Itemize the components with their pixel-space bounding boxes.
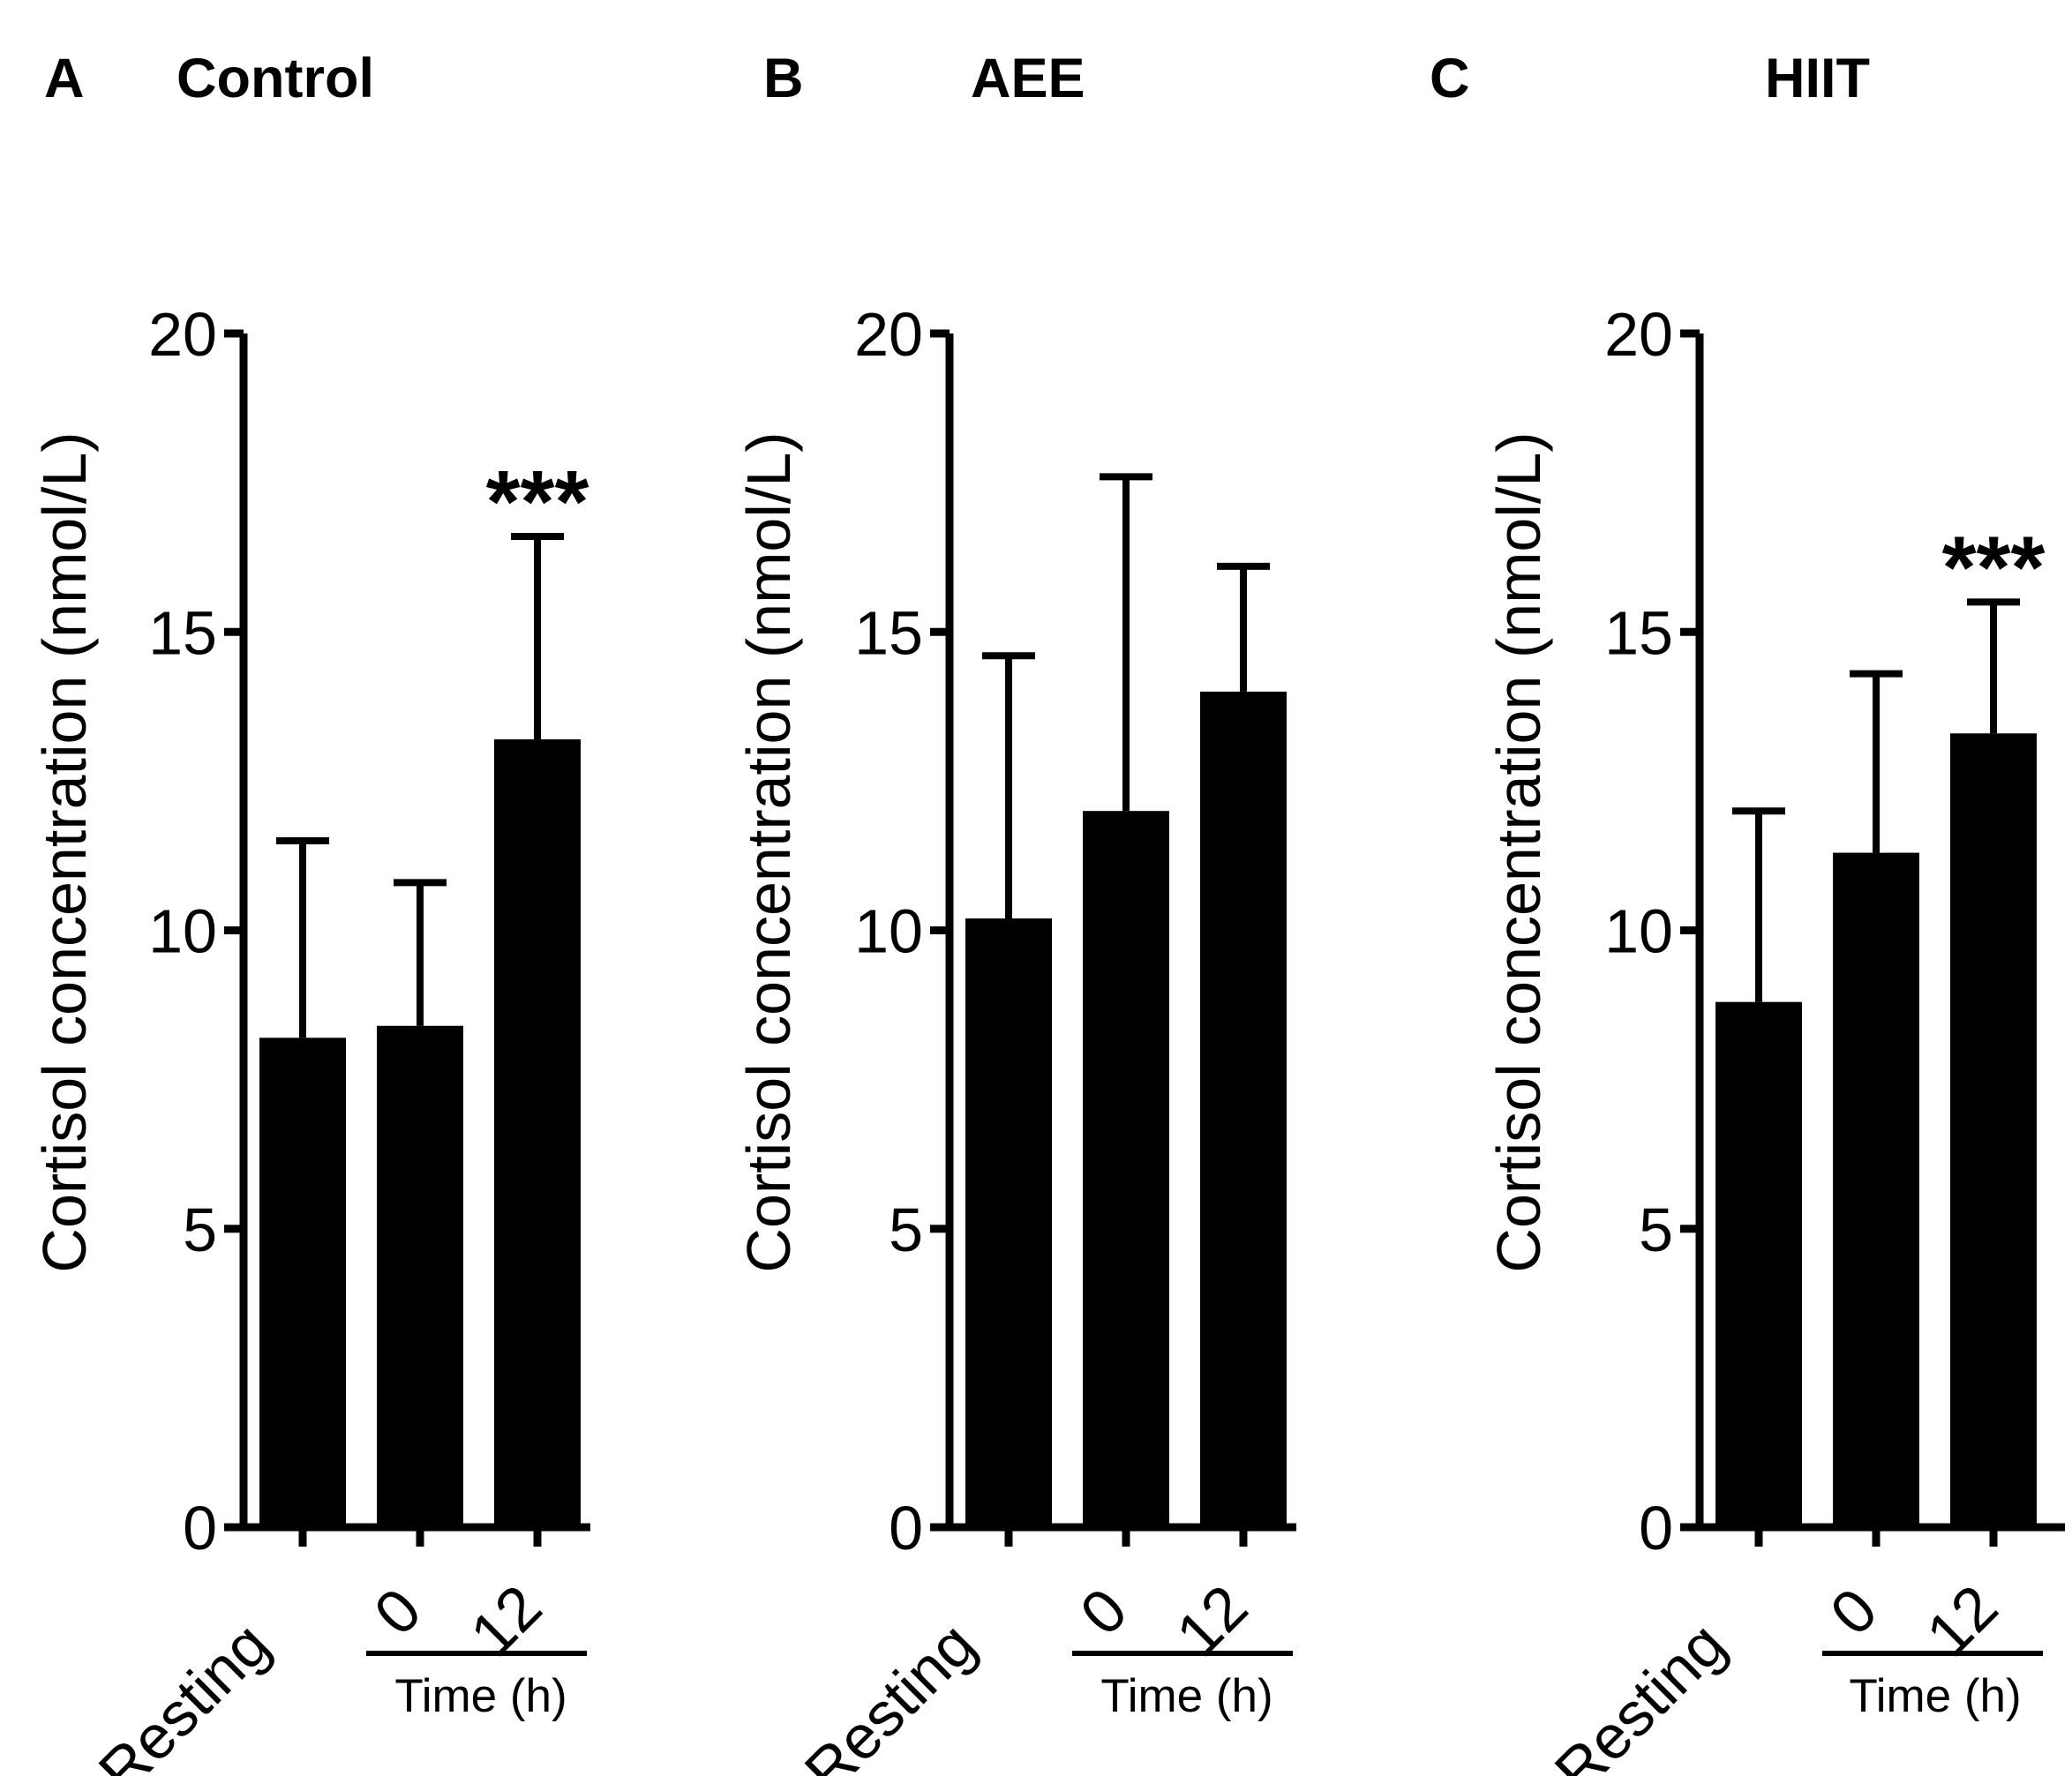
y-tick-label: 0: [1639, 1494, 1673, 1562]
y-tick-label: 15: [1604, 598, 1673, 667]
time-group-label: Time (h): [394, 1670, 567, 1722]
y-tick-label: 0: [183, 1494, 217, 1562]
y-axis-label: Cortisol concentration (nmol/L): [734, 431, 803, 1272]
time-group-label: Time (h): [1849, 1670, 2021, 1722]
panel-c: C HIIT Cortisol concentration (nmol/L) 0…: [1430, 48, 2065, 1776]
panel-title: HIIT: [1765, 48, 1870, 109]
bar: [377, 1025, 463, 1527]
significance-marker: ***: [486, 453, 589, 551]
y-tick-label: 15: [148, 598, 217, 667]
panel-letter: A: [44, 48, 85, 109]
y-tick-label: 10: [148, 897, 217, 966]
y-tick-label: 5: [183, 1195, 217, 1264]
bar: [965, 918, 1052, 1527]
bar: [1833, 852, 1919, 1527]
y-tick-label: 0: [889, 1494, 923, 1562]
y-tick-label: 15: [854, 598, 923, 667]
y-axis-label: Cortisol concentration (nmol/L): [30, 431, 99, 1272]
significance-marker: ***: [1942, 518, 2046, 617]
panel-letter: C: [1430, 48, 1470, 109]
y-tick-label: 10: [854, 897, 923, 966]
y-tick-label: 10: [1604, 897, 1673, 966]
bar: [1083, 811, 1169, 1527]
time-group-label: Time (h): [1100, 1670, 1272, 1722]
panel-title: AEE: [971, 48, 1085, 109]
bar: [494, 739, 581, 1527]
panel-title: Control: [176, 48, 374, 109]
y-tick-label: 20: [148, 300, 217, 369]
panel-letter: B: [763, 48, 804, 109]
y-tick-label: 5: [1639, 1195, 1673, 1264]
y-axis-label: Cortisol concentration (nmol/L): [1484, 431, 1553, 1272]
y-tick-label: 20: [1604, 300, 1673, 369]
bar: [1950, 733, 2037, 1527]
bar: [1715, 1001, 1802, 1527]
bar: [1200, 691, 1287, 1527]
y-tick-label: 20: [854, 300, 923, 369]
bar: [259, 1038, 346, 1527]
y-tick-label: 5: [889, 1195, 923, 1264]
